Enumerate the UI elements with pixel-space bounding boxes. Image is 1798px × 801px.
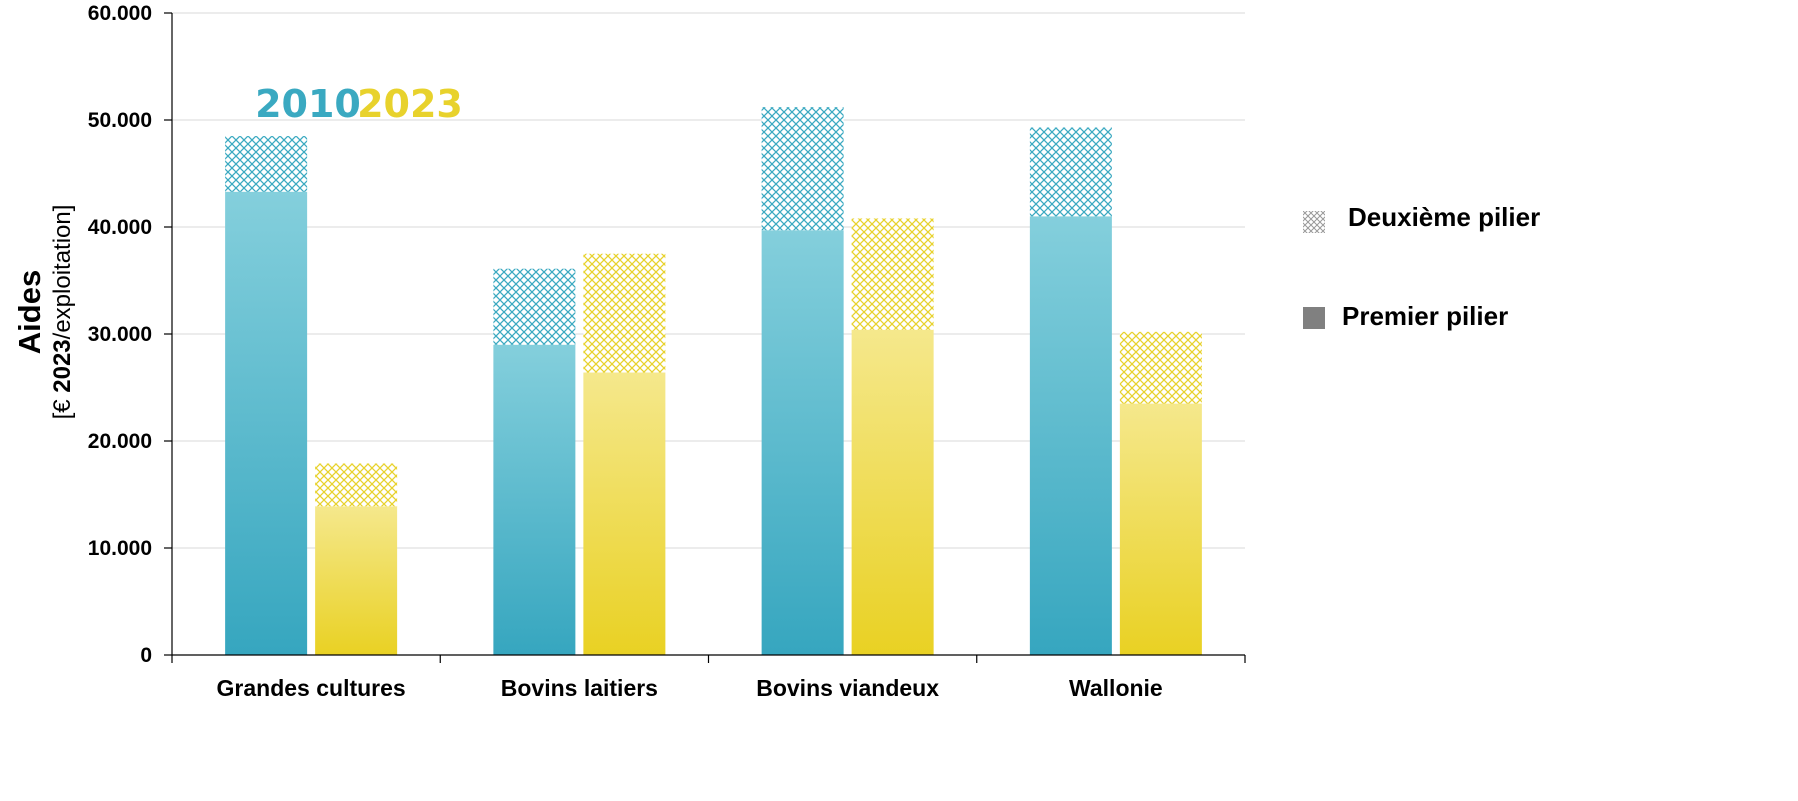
bar-premier-pilier-2010-grandes-cultures (225, 191, 308, 655)
bar-deuxieme-pilier-2010-wallonie (1029, 127, 1112, 217)
bar-premier-pilier-2010-wallonie (1029, 216, 1112, 656)
y-tick-label: 50.000 (88, 109, 152, 132)
y-axis-label: Aides (12, 270, 47, 354)
y-tick-label: 40.000 (88, 216, 152, 239)
category-label-wallonie: Wallonie (1069, 675, 1163, 701)
bar-premier-pilier-2010-bovins-laitiers (493, 344, 576, 655)
bars (225, 107, 1202, 656)
category-label-grandes-cultures: Grandes cultures (217, 675, 406, 701)
y-tick-label: 0 (140, 644, 152, 667)
bar-deuxieme-pilier-2023-wallonie (1119, 331, 1202, 404)
bar-deuxieme-pilier-2010-bovins-laitiers (493, 268, 576, 345)
category-labels: Grandes cultures Bovins laitiers Bovins vi… (217, 675, 1163, 701)
y-tick-label: 60.000 (88, 2, 152, 25)
bar-deuxieme-pilier-2023-bovins-laitiers (583, 253, 666, 373)
category-label-bovins-laitiers: Bovins laitiers (501, 675, 658, 701)
year-label-2010: 2010 (255, 82, 361, 126)
legend-label-deuxieme-pilier: Deuxième pilier (1348, 202, 1540, 232)
y-axis-unit-label: [€ 2023/exploitation] (49, 205, 76, 420)
unit-suffix: /exploitation] (49, 205, 76, 340)
legend-marker-deuxieme-pilier (1303, 211, 1325, 233)
y-axis-unit: [€ 2023/exploitation] (49, 205, 76, 420)
bar-premier-pilier-2010-bovins-viandeux (761, 230, 844, 655)
year-label-2023: 2023 (357, 82, 463, 126)
bar-premier-pilier-2023-grandes-cultures (315, 506, 398, 655)
unit-prefix: [€ (49, 393, 76, 420)
bar-deuxieme-pilier-2023-bovins-viandeux (851, 218, 934, 330)
legend: Deuxième pilier Premier pilier (1303, 202, 1540, 331)
bar-premier-pilier-2023-bovins-viandeux (851, 329, 934, 655)
y-tick-label: 10.000 (88, 537, 152, 560)
bar-deuxieme-pilier-2023-grandes-cultures (315, 463, 398, 507)
y-tick-label: 20.000 (88, 430, 152, 453)
bar-premier-pilier-2023-wallonie (1119, 403, 1202, 655)
y-tick-labels: 0 10.000 20.000 30.000 40.000 50.000 60.000 (88, 2, 152, 667)
bar-premier-pilier-2023-bovins-laitiers (583, 372, 666, 655)
unit-year: 2023 (49, 339, 76, 392)
y-tick-label: 30.000 (88, 323, 152, 346)
bar-deuxieme-pilier-2010-grandes-cultures (225, 136, 308, 192)
legend-marker-premier-pilier (1303, 307, 1325, 329)
axes (171, 13, 1246, 663)
legend-label-premier-pilier: Premier pilier (1342, 301, 1508, 331)
y-axis-title: Aides (12, 270, 47, 354)
bar-deuxieme-pilier-2010-bovins-viandeux (761, 107, 844, 231)
category-label-bovins-viandeux: Bovins viandeux (756, 675, 939, 701)
